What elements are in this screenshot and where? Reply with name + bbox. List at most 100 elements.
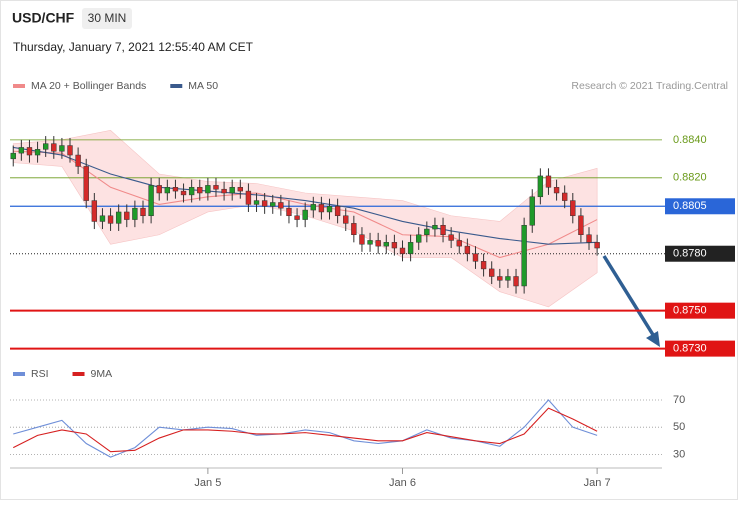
arrow-head: [646, 331, 660, 347]
candle-body: [489, 268, 495, 277]
candle-body: [448, 234, 454, 241]
candle-body: [10, 152, 16, 160]
candle-body: [456, 240, 462, 247]
candle-body: [586, 234, 592, 243]
candle-body: [42, 143, 49, 150]
candle-body: [359, 234, 365, 245]
candle-body: [351, 223, 357, 235]
interval-badge: [82, 8, 132, 29]
y-tick-label: 30: [673, 448, 685, 460]
candle-body: [570, 200, 576, 217]
candle-body: [156, 185, 162, 194]
x-tick-label: Jan 5: [194, 477, 221, 489]
candle-body: [578, 215, 584, 235]
candle-body: [132, 207, 138, 220]
level-label: 0.8730: [673, 343, 707, 355]
candle-body: [553, 187, 560, 194]
candle-body: [505, 276, 511, 281]
level-label: 0.8840: [673, 134, 707, 146]
level-tag: [665, 302, 735, 319]
legend-swatch: [170, 84, 183, 88]
candle-body: [270, 202, 276, 207]
legend-swatch: [72, 372, 85, 376]
candle-body: [75, 154, 81, 167]
y-tick-label: 50: [673, 421, 685, 433]
candle-body: [115, 211, 122, 224]
level-label: 0.8750: [673, 305, 707, 317]
candle-body: [213, 185, 219, 190]
candle-body: [18, 147, 25, 154]
candle-body: [334, 206, 341, 217]
candle-body: [521, 225, 527, 287]
candle-body: [318, 204, 325, 213]
candle-body: [424, 228, 430, 235]
candle-body: [188, 187, 195, 196]
candle-body: [197, 187, 203, 194]
legend-swatch: [13, 372, 25, 376]
level-label: 0.8820: [673, 172, 707, 184]
candle-body: [594, 242, 600, 249]
candle-body: [67, 145, 73, 156]
ma-line: [13, 146, 598, 245]
candle-body: [245, 190, 252, 205]
candle-body: [164, 187, 171, 194]
candle-body: [367, 240, 373, 245]
candle-body: [51, 143, 57, 152]
legend-swatch: [13, 84, 25, 88]
candle-body: [529, 196, 535, 226]
legend-label: MA 20 + Bollinger Bands: [31, 80, 146, 92]
candle-body: [545, 175, 552, 188]
candle-body: [497, 276, 503, 281]
candle-body: [237, 187, 243, 192]
candle-body: [513, 276, 519, 287]
candle-body: [343, 215, 349, 224]
candle-body: [99, 215, 106, 222]
candle-body: [59, 145, 65, 152]
candle-body: [472, 253, 479, 262]
candle-body: [91, 200, 98, 222]
forecast-arrow: [602, 255, 657, 339]
candle-body: [26, 147, 33, 156]
copyright: Research © 2021 Trading.Central: [571, 80, 728, 92]
interval: 30 MIN: [88, 11, 127, 25]
candle-body: [480, 261, 487, 270]
candle-body: [278, 202, 284, 209]
candle-body: [399, 247, 406, 254]
candle-body: [537, 175, 544, 198]
level-tag: [665, 340, 735, 357]
candle-body: [124, 211, 130, 220]
candle-body: [221, 188, 227, 194]
indicator-line: [12, 407, 598, 453]
candle-body: [83, 166, 89, 201]
candle-body: [383, 242, 389, 247]
level-tag: [665, 245, 735, 262]
legend-label: 9MA: [91, 368, 113, 380]
level-tag: [665, 198, 735, 215]
candle-body: [432, 225, 438, 230]
candle-body: [261, 200, 268, 207]
level-label: 0.8805: [673, 200, 707, 212]
candle-body: [205, 185, 211, 194]
candle-body: [148, 185, 154, 217]
candle-body: [172, 187, 179, 192]
symbol: USD/CHF: [12, 10, 75, 26]
candle-body: [229, 187, 235, 194]
candle-body: [180, 190, 187, 196]
candle-body: [140, 207, 146, 217]
candle-body: [464, 245, 471, 254]
candle-body: [253, 200, 260, 205]
candle-body: [416, 234, 422, 243]
candle-body: [562, 192, 568, 201]
candle-body: [107, 215, 114, 224]
candle-body: [286, 207, 292, 217]
candle-body: [294, 215, 300, 220]
candle-body: [407, 242, 414, 254]
legend-label: MA 50: [188, 80, 218, 92]
x-tick-label: Jan 7: [584, 477, 611, 489]
candle-body: [375, 240, 381, 247]
indicator-line: [13, 399, 598, 458]
timestamp: Thursday, January 7, 2021 12:55:40 AM CE…: [13, 40, 254, 54]
level-label: 0.8780: [673, 248, 707, 260]
